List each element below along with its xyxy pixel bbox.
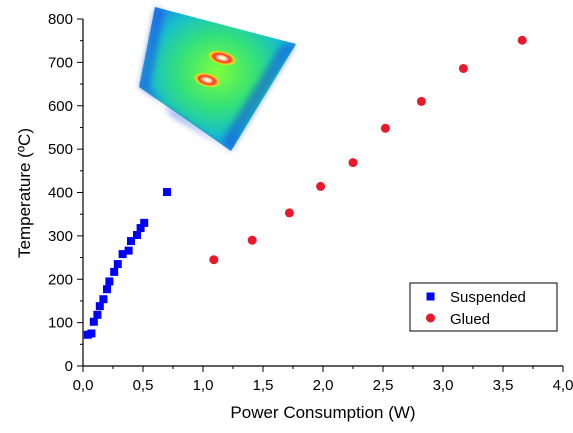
data-point-glued xyxy=(416,96,426,106)
data-point-suspended xyxy=(140,218,149,227)
x-tick-label: 2,5 xyxy=(373,377,394,394)
y-tick-label: 300 xyxy=(48,228,73,245)
y-tick-label: 100 xyxy=(48,315,73,332)
data-point-suspended xyxy=(95,302,104,311)
data-point-suspended xyxy=(133,231,141,240)
x-tick-label: 4,0 xyxy=(553,377,573,394)
x-tick-label: 2,0 xyxy=(313,377,334,394)
y-tick-label: 200 xyxy=(48,271,73,288)
data-point-glued xyxy=(247,235,257,245)
x-tick-label: 0,5 xyxy=(133,377,154,394)
data-point-glued xyxy=(458,63,468,73)
data-point-glued xyxy=(316,181,326,191)
data-point-suspended xyxy=(136,224,145,233)
data-point-suspended xyxy=(127,237,135,246)
x-tick-label: 1,5 xyxy=(253,377,274,394)
legend-marker-glued xyxy=(426,313,435,323)
data-point-glued xyxy=(284,208,294,218)
legend: Suspended Glued xyxy=(409,282,558,332)
data-point-suspended xyxy=(103,285,111,294)
x-axis-title: Power Consumption (W) xyxy=(230,403,415,422)
legend-label-suspended: Suspended xyxy=(450,289,526,306)
data-point-suspended xyxy=(118,250,127,259)
x-tick-label: 0,0 xyxy=(73,377,94,394)
legend-box xyxy=(409,282,558,332)
x-tick-label: 3,0 xyxy=(433,377,454,394)
data-point-glued xyxy=(380,123,390,133)
inset-thermal-image xyxy=(139,7,296,151)
x-tick-label: 3,5 xyxy=(493,377,514,394)
data-point-glued xyxy=(348,158,358,168)
x-axis-ticks: 0,0 0,5 1,0 1,5 2,0 2,5 3,0 3,5 4,0 xyxy=(73,366,573,394)
data-point-suspended xyxy=(163,188,171,197)
y-axis-ticks: 0 100 200 300 400 500 600 700 800 xyxy=(48,11,83,375)
y-tick-label: 800 xyxy=(48,11,73,28)
data-point-suspended xyxy=(105,277,114,286)
y-tick-label: 700 xyxy=(48,54,73,71)
y-tick-label: 600 xyxy=(48,98,73,115)
data-point-suspended xyxy=(93,310,102,319)
x-tick-label: 1,0 xyxy=(193,377,214,394)
y-tick-label: 500 xyxy=(48,141,73,158)
data-point-suspended xyxy=(113,260,122,269)
legend-marker-suspended xyxy=(426,292,435,301)
data-point-suspended xyxy=(110,267,119,276)
data-point-suspended xyxy=(87,329,96,338)
data-point-suspended xyxy=(99,295,108,304)
data-points xyxy=(83,35,527,339)
legend-label-glued: Glued xyxy=(450,311,490,328)
data-point-glued xyxy=(517,35,527,45)
data-point-suspended xyxy=(89,317,98,326)
data-point-suspended xyxy=(124,246,133,255)
y-tick-label: 400 xyxy=(48,185,73,202)
y-axis-title: Temperature (ºC) xyxy=(15,128,34,258)
y-tick-label: 0 xyxy=(65,358,73,375)
data-point-glued xyxy=(209,255,219,265)
